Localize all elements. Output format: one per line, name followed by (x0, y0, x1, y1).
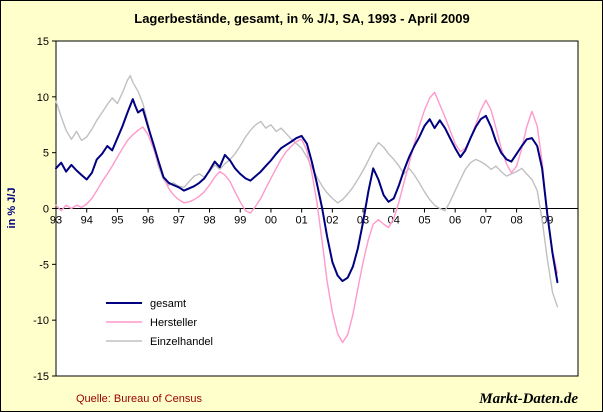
source-note: Quelle: Bureau of Census (76, 393, 202, 405)
watermark: Markt-Daten.de (478, 391, 578, 407)
x-tick-label: 00 (265, 215, 277, 227)
x-tick-label: 05 (418, 215, 430, 227)
x-tick-label: 94 (81, 215, 93, 227)
chart-title: Lagerbestände, gesamt, in % J/J, SA, 199… (134, 11, 470, 26)
x-tick-label: 97 (173, 215, 185, 227)
y-tick-label: -5 (39, 259, 49, 271)
y-tick-label: 15 (37, 36, 49, 48)
legend-label-Einzelhandel: Einzelhandel (150, 336, 213, 348)
y-tick-label: 0 (43, 204, 49, 216)
y-tick-label: 10 (37, 92, 49, 104)
x-tick-label: 02 (326, 215, 338, 227)
x-tick-label: 01 (296, 215, 308, 227)
x-tick-label: 93 (50, 215, 62, 227)
x-tick-label: 06 (449, 215, 461, 227)
x-tick-label: 07 (480, 215, 492, 227)
legend: gesamt Hersteller Einzelhandel (106, 298, 213, 348)
x-tick-label: 99 (234, 215, 246, 227)
x-tick-label: 95 (111, 215, 123, 227)
x-tick-label: 08 (510, 215, 522, 227)
y-tick-label: -10 (33, 315, 49, 327)
y-tick-label: -15 (33, 371, 49, 383)
y-tick-label: 5 (43, 148, 49, 160)
series-line-Einzelhandel (55, 74, 559, 308)
y-axis-label: in % J/J (6, 188, 18, 229)
x-tick-label: 96 (142, 215, 154, 227)
legend-label-Hersteller: Hersteller (150, 317, 197, 329)
series-group (55, 74, 559, 344)
x-tick-label: 98 (203, 215, 215, 227)
legend-label-gesamt: gesamt (150, 298, 186, 310)
series-line-gesamt (55, 98, 559, 284)
